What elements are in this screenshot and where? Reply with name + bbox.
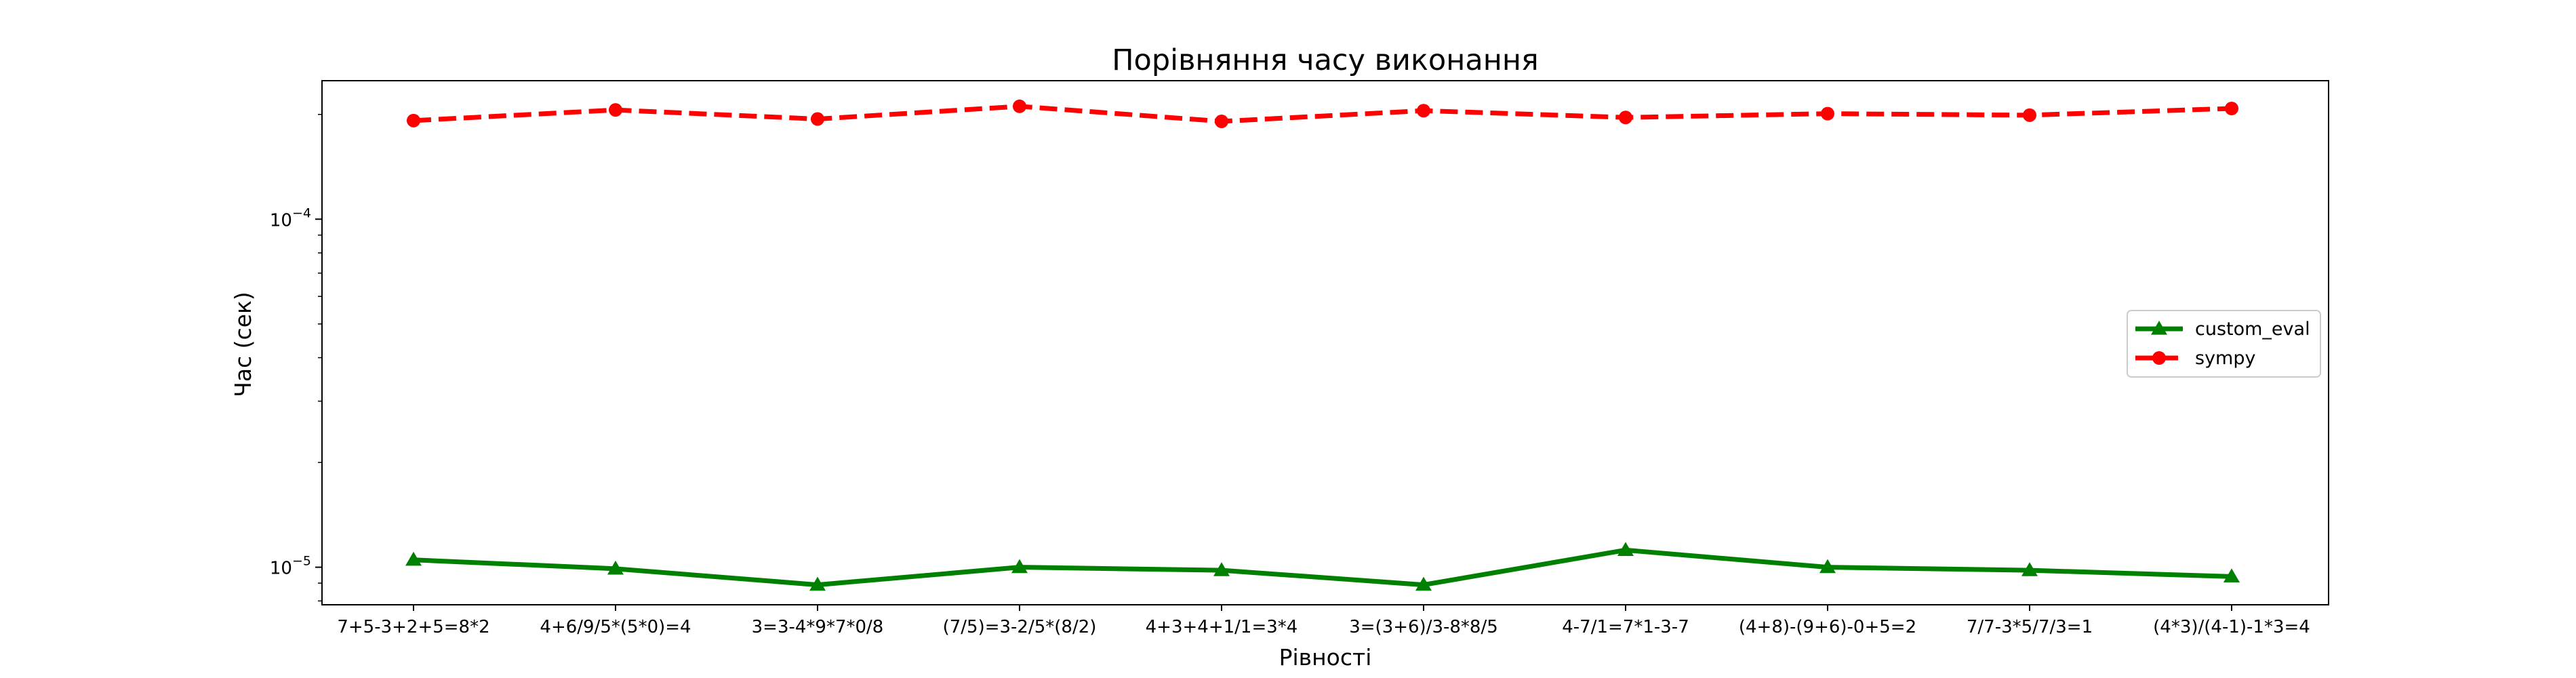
data-point	[1213, 562, 1230, 576]
y-tick-exponent: −4	[292, 205, 311, 220]
x-tick-label: 3=3-4*9*7*0/8	[752, 617, 884, 637]
data-point	[1013, 99, 1026, 113]
data-point	[609, 103, 622, 117]
data-point	[607, 560, 624, 575]
x-tick-label: 7+5-3+2+5=8*2	[337, 617, 489, 637]
x-tick-label: 4+6/9/5*(5*0)=4	[540, 617, 691, 637]
data-point	[1417, 104, 1430, 118]
data-point	[2021, 562, 2038, 576]
plot-frame	[321, 80, 2329, 605]
data-point	[1821, 106, 1834, 121]
y-tick-base: 10	[270, 210, 292, 231]
data-point	[407, 113, 420, 127]
legend-label: sympy	[2195, 348, 2255, 369]
legend-marker	[2151, 321, 2167, 335]
data-point	[1617, 542, 1634, 556]
y-tick-label: 10−4	[270, 205, 311, 231]
data-point	[1415, 576, 1432, 591]
legend-label: custom_eval	[2195, 319, 2310, 340]
y-tick-label: 10−5	[270, 554, 311, 579]
x-tick-label: 4-7/1=7*1-3-7	[1562, 617, 1689, 637]
data-point	[1819, 559, 1836, 574]
data-point	[1215, 115, 1228, 129]
y-axis-label: Час (сек)	[230, 292, 256, 397]
data-point	[2225, 102, 2238, 116]
data-point	[2023, 108, 2036, 122]
data-point	[1619, 111, 1632, 125]
x-tick-label: 4+3+4+1/1=3*4	[1146, 617, 1298, 637]
series-line-sympy	[413, 104, 2232, 124]
x-tick-label: (7/5)=3-2/5*(8/2)	[943, 617, 1097, 637]
x-axis-label: Рівності	[1279, 644, 1372, 671]
data-point	[2223, 568, 2240, 583]
series-custom_eval	[405, 542, 2240, 591]
series-line-custom_eval	[413, 547, 2232, 588]
y-tick-base: 10	[270, 559, 292, 579]
x-tick-label: (4*3)/(4-1)-1*3=4	[2153, 617, 2310, 637]
legend-item-custom_eval: custom_eval	[2135, 319, 2310, 340]
data-point	[405, 551, 422, 566]
series-sympy	[407, 99, 2238, 129]
data-point	[811, 112, 824, 126]
legend-item-sympy: sympy	[2135, 348, 2255, 369]
legend-marker	[2152, 351, 2166, 365]
x-tick-label: (4+8)-(9+6)-0+5=2	[1739, 617, 1916, 637]
y-tick-exponent: −5	[292, 554, 311, 569]
x-tick-label: 7/7-3*5/7/3=1	[1967, 617, 2093, 637]
data-point	[1011, 559, 1028, 574]
data-point	[809, 576, 826, 591]
x-tick-label: 3=(3+6)/3-8*8/5	[1349, 617, 1498, 637]
chart-title: Порівняння часу виконання	[1112, 43, 1539, 77]
plot-area: 7+5-3+2+5=8*2 4+6/9/5*(5*0)=4 3=3-4*9*7*0/…	[270, 80, 2329, 637]
